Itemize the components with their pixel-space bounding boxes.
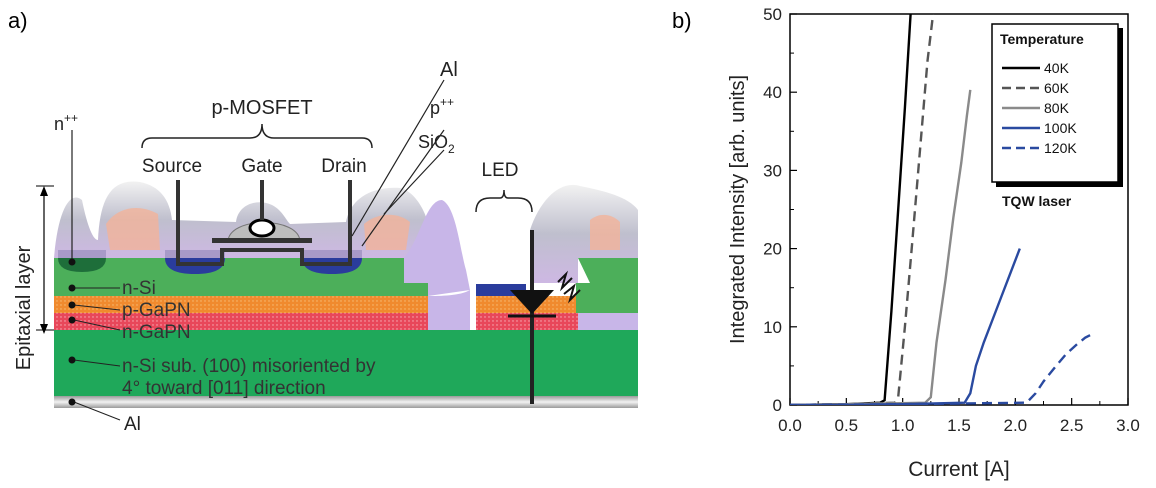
label-led: LED [482,160,519,181]
label-source: Source [142,156,202,177]
x-tick-label: 2.5 [1060,416,1084,435]
n-si-substrate [54,330,638,396]
y-axis-label: Integrated Intensity [arb. units] [727,75,749,344]
n-gapn-layer [54,313,428,330]
series-line-100K [790,248,1021,405]
legend-entry-60K: 60K [1044,80,1070,96]
legend-entry-120K: 120K [1044,140,1077,156]
x-axis-label: Current [A] [908,458,1010,481]
legend-entry-80K: 80K [1044,100,1070,116]
label-substrate-line1: n-Si sub. (100) misoriented by [122,356,376,377]
chart-annotation: TQW laser [1002,193,1072,209]
p-gapn-layer [54,296,428,313]
label-n-pp: n++ [54,111,78,134]
y-tick-label: 40 [763,83,782,102]
label-drain: Drain [321,156,366,177]
label-epitaxial: Epitaxial layer [13,245,35,370]
label-al-top: Al [440,59,458,81]
label-al-bottom: Al [124,414,141,435]
legend-shadow-bottom [996,182,1123,187]
x-tick-label: 1.0 [891,416,915,435]
x-tick-label: 1.5 [947,416,971,435]
label-p-mosfet: p-MOSFET [211,97,312,119]
label-p-gapn: p-GaPN [122,300,191,321]
label-sio2: SiO2 [418,132,455,156]
label-gate: Gate [241,156,282,177]
series-line-60K [790,14,935,405]
label-n-gapn: n-GaPN [122,322,191,343]
label-n-si: n-Si [122,278,156,299]
x-tick-label: 2.0 [1004,416,1028,435]
legend-title: Temperature [1000,31,1084,47]
series-line-120K [790,332,1095,405]
panel-a-label: a) [8,8,28,33]
y-tick-label: 10 [763,318,782,337]
y-tick-label: 20 [763,240,782,259]
intensity-current-chart: 0.0 0.5 1.0 1.5 2.0 2.5 3.0 0 10 20 30 40 50 Current … [727,5,1140,481]
x-tick-label: 0.0 [778,416,802,435]
n-si-layer [54,258,428,296]
x-tick-label: 0.5 [835,416,859,435]
x-tick-label: 3.0 [1116,416,1140,435]
al-bottom-contact [54,396,638,408]
device-cross-section: n++ p-MOSFET Al p++ SiO2 Source Gate Dra… [13,59,638,435]
y-tick-label: 50 [763,5,782,24]
legend-entry-100K: 100K [1044,120,1077,136]
series-line-40K [790,14,912,405]
label-substrate-line2: 4° toward [011] direction [122,378,326,399]
label-p-pp: p++ [430,95,454,118]
panel-b-label: b) [672,8,692,33]
y-tick-label: 0 [773,396,782,415]
legend-shadow [1118,28,1123,186]
legend-entry-40K: 40K [1044,60,1070,76]
series-line-80K [790,89,972,405]
y-tick-label: 30 [763,161,782,180]
legend-box [991,23,1119,183]
